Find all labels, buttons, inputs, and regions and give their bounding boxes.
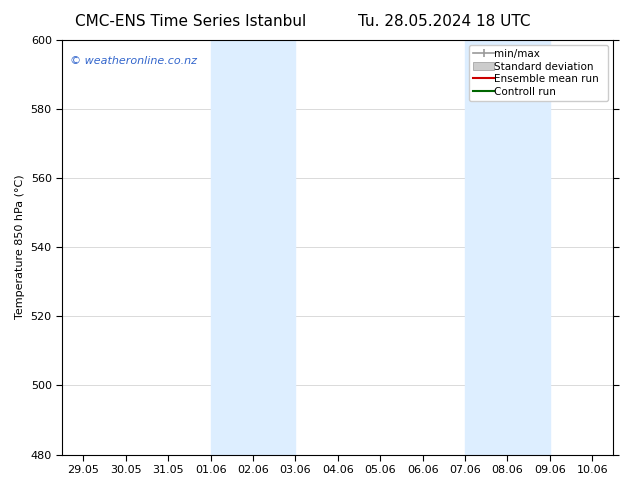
Text: CMC-ENS Time Series Istanbul: CMC-ENS Time Series Istanbul (75, 14, 306, 29)
Bar (210, 40, 295, 455)
Text: © weatheronline.co.nz: © weatheronline.co.nz (70, 56, 197, 66)
Legend: min/max, Standard deviation, Ensemble mean run, Controll run: min/max, Standard deviation, Ensemble me… (469, 45, 608, 101)
Text: Tu. 28.05.2024 18 UTC: Tu. 28.05.2024 18 UTC (358, 14, 530, 29)
Y-axis label: Temperature 850 hPa (°C): Temperature 850 hPa (°C) (15, 175, 25, 319)
Bar (465, 40, 550, 455)
